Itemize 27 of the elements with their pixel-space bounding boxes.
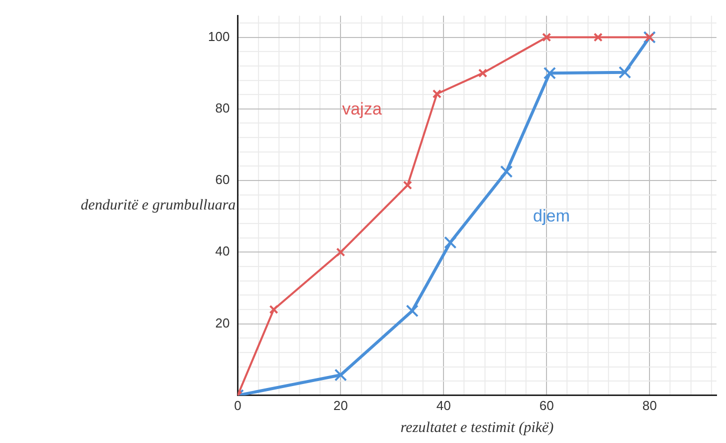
point: [269, 304, 278, 314]
point: [500, 165, 513, 178]
x-tick-label: 40: [436, 398, 451, 413]
x-tick-label: 0: [234, 398, 242, 413]
text: djem: [533, 206, 570, 226]
x-tick-label: 80: [642, 398, 657, 413]
point: [432, 89, 442, 98]
x-tick-label: 20: [333, 398, 348, 413]
y-tick-label: 40: [215, 244, 230, 259]
y-tick-label: 100: [208, 28, 230, 44]
y-tick-label: 60: [215, 172, 230, 188]
point: [594, 32, 603, 42]
y-tick-label: 20: [215, 315, 230, 330]
point: [336, 248, 346, 257]
point: [478, 68, 488, 78]
x-axis-title: rezultatet e testimit (pikë): [400, 420, 554, 436]
x-tick-label: 60: [539, 398, 554, 413]
y-axis-title: denduritë e grumbulluara: [80, 198, 236, 214]
point: [543, 66, 556, 80]
point: [403, 180, 412, 190]
point: [618, 66, 632, 79]
point: [334, 368, 347, 382]
point: [444, 236, 457, 249]
y-tick-label: 80: [215, 100, 230, 116]
point: [406, 304, 419, 318]
text: vajza: [342, 100, 382, 119]
point: [542, 32, 552, 42]
